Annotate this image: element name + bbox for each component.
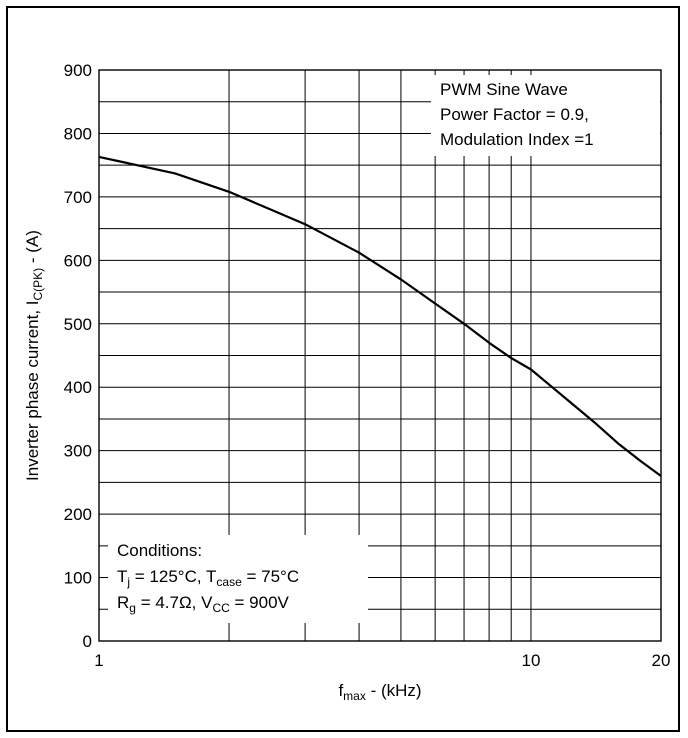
- annotation-line: Modulation Index =1: [440, 130, 594, 149]
- axis-ticks: 0 100 200 300 400 500 600 700 800 900 1 10 20: [64, 61, 671, 670]
- annotation-line: Power Factor = 0.9,: [440, 105, 589, 124]
- x-axis-label: fmax - (kHz): [338, 681, 421, 703]
- y-tick-label: 700: [64, 188, 92, 207]
- series-line: [98, 155, 662, 477]
- series-layer: [98, 155, 662, 477]
- grid: [99, 70, 661, 641]
- x-tick-label: 10: [522, 651, 541, 670]
- y-tick-label: 300: [64, 442, 92, 461]
- y-tick-label: 900: [64, 61, 92, 80]
- y-tick-label: 500: [64, 315, 92, 334]
- y-tick-label: 200: [64, 505, 92, 524]
- conditions-line-junction: Tj = 125°C, Tcase = 75°C: [117, 567, 299, 589]
- y-axis-label: Inverter phase current, IC(PK) - (A): [23, 230, 45, 481]
- annotations: PWM Sine Wave Power Factor = 0.9, Modulati…: [108, 75, 660, 623]
- x-tick-label: 20: [652, 651, 671, 670]
- x-tick-label: 1: [94, 651, 103, 670]
- annotation-background: [431, 75, 660, 156]
- y-tick-label: 400: [64, 378, 92, 397]
- plot-area: [98, 69, 662, 642]
- y-tick-label: 800: [64, 124, 92, 143]
- conditions-title: Conditions:: [117, 541, 202, 560]
- conditions-background: [108, 535, 368, 623]
- annotation-line: PWM Sine Wave: [440, 80, 568, 99]
- y-tick-label: 0: [83, 632, 92, 651]
- conditions-line-gate: Rg = 4.7Ω, VCC = 900V: [117, 593, 290, 615]
- y-tick-label: 100: [64, 569, 92, 588]
- y-tick-label: 600: [64, 251, 92, 270]
